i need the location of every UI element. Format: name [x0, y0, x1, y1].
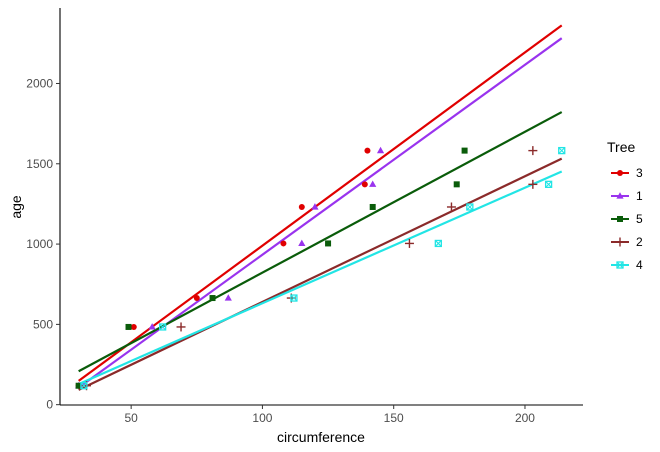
legend-key-marker [616, 261, 624, 269]
legend-label: 3 [636, 166, 643, 180]
point-tree-1 [224, 294, 232, 301]
point-tree-5 [369, 203, 376, 210]
point-tree-3 [364, 147, 371, 154]
point-tree-5 [453, 181, 460, 188]
x-tick-label: 50 [124, 411, 138, 425]
y-tick-label: 2000 [26, 76, 53, 90]
legend-label: 4 [636, 258, 643, 272]
fit-lines [77, 24, 563, 391]
point-tree-3 [130, 323, 137, 330]
point-tree-1 [298, 239, 306, 247]
legend-label: 5 [636, 212, 643, 226]
legend-item-tree-3: 3 [611, 166, 643, 180]
point-tree-5 [209, 295, 216, 302]
point-tree-2 [404, 238, 414, 248]
point-tree-1 [311, 203, 319, 210]
point-tree-2 [176, 322, 186, 332]
point-tree-4 [544, 180, 553, 188]
point-tree-2 [446, 202, 456, 212]
point-tree-4 [434, 239, 442, 248]
data-points [75, 146, 566, 391]
x-tick-label: 150 [384, 411, 404, 425]
x-tick-label: 200 [515, 411, 535, 425]
legend-key-marker [617, 216, 623, 222]
legend-title: Tree [607, 139, 635, 155]
point-tree-4 [290, 294, 298, 302]
legend-item-tree-4: 4 [611, 258, 643, 272]
fit-line-tree-1 [77, 37, 563, 389]
legend-item-tree-2: 2 [611, 235, 643, 249]
y-axis-title: age [8, 195, 24, 219]
fit-line-tree-5 [78, 111, 563, 373]
point-tree-2 [528, 146, 538, 156]
point-tree-1 [376, 146, 385, 154]
legend-key-marker [617, 170, 623, 176]
point-tree-4 [558, 146, 566, 155]
point-tree-2 [528, 179, 538, 189]
y-tick-label: 1000 [26, 237, 53, 251]
legend-key-marker [616, 192, 624, 199]
legend-item-tree-5: 5 [611, 212, 643, 226]
point-tree-3 [280, 240, 287, 247]
point-tree-3 [193, 295, 200, 302]
fit-line-tree-3 [77, 24, 563, 382]
point-tree-4 [159, 323, 167, 331]
point-tree-5 [461, 147, 468, 154]
point-tree-4 [466, 203, 474, 211]
point-tree-5 [75, 382, 82, 389]
legend-label: 2 [636, 235, 643, 249]
point-tree-1 [148, 323, 156, 330]
fit-line-tree-4 [78, 170, 563, 386]
point-tree-1 [369, 180, 377, 187]
axes [59, 8, 583, 406]
x-axis-title: circumference [277, 429, 365, 445]
y-tick-label: 0 [46, 398, 53, 412]
y-tick-label: 500 [33, 317, 53, 331]
point-tree-5 [325, 240, 332, 247]
point-tree-3 [361, 181, 368, 188]
x-tick-label: 100 [252, 411, 272, 425]
point-tree-3 [298, 203, 305, 210]
legend: Tree 3 1 5 2 4 [607, 139, 643, 272]
point-tree-4 [80, 382, 88, 390]
fit-line-tree-2 [78, 157, 563, 391]
legend-label: 1 [636, 189, 643, 203]
legend-item-tree-1: 1 [611, 189, 643, 203]
legend-key-marker [615, 237, 625, 247]
point-tree-5 [125, 323, 132, 330]
y-tick-label: 1500 [26, 157, 53, 171]
